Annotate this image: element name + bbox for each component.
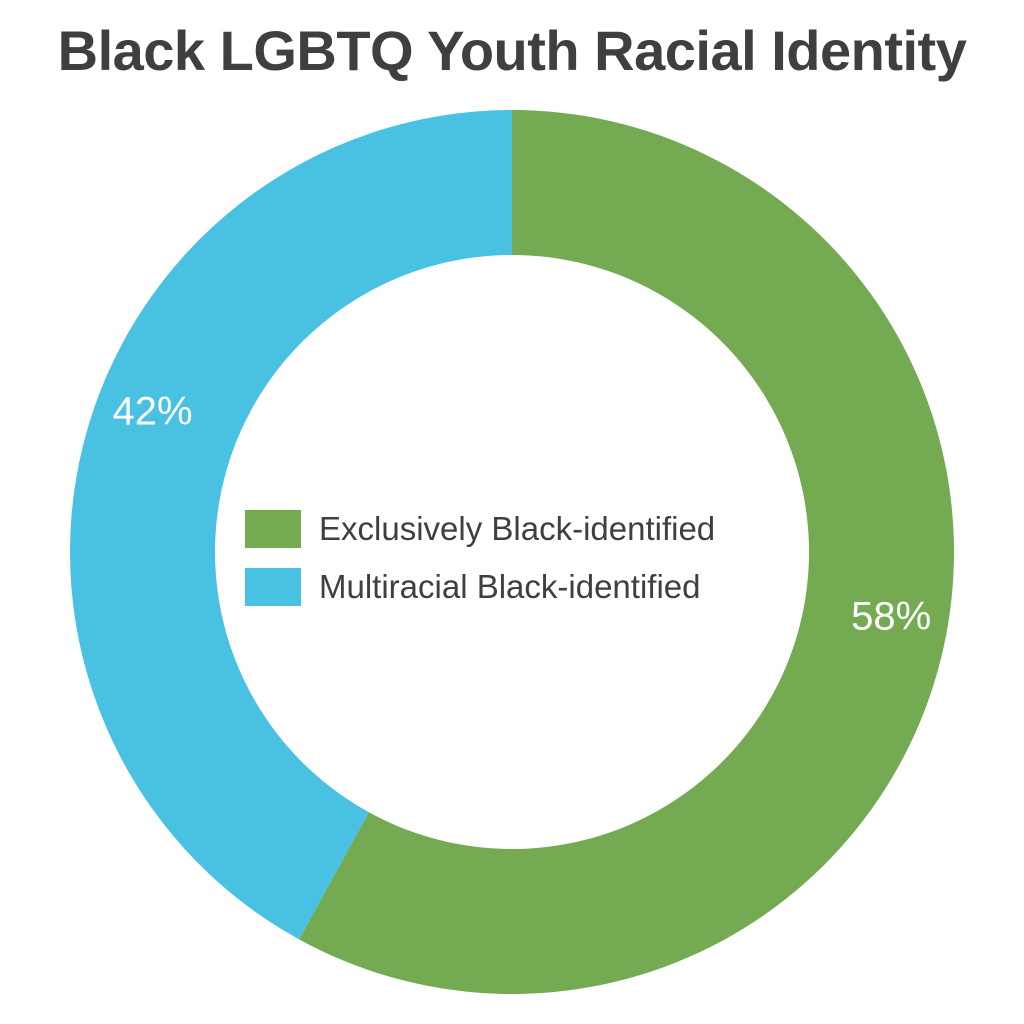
donut-slice-exclusively-black [299, 110, 954, 994]
legend-swatch-blue [245, 568, 301, 606]
legend-item-multiracial-black: Multiracial Black-identified [245, 558, 715, 616]
chart-title: Black LGBTQ Youth Racial Identity [57, 19, 967, 82]
slice-label-exclusively-black: 58% [851, 594, 931, 638]
legend-item-exclusively-black: Exclusively Black-identified [245, 500, 715, 558]
legend-label: Exclusively Black-identified [319, 510, 716, 547]
donut-slice-multiracial-black [69, 110, 512, 940]
slice-labels: 58% 42% [113, 390, 932, 639]
slice-label-multiracial-black: 42% [113, 390, 193, 434]
legend-swatch-green [245, 510, 301, 548]
legend-label: Multiracial Black-identified [319, 568, 701, 605]
legend: Exclusively Black-identified Multiracial… [245, 500, 715, 616]
donut-slices [69, 110, 954, 994]
